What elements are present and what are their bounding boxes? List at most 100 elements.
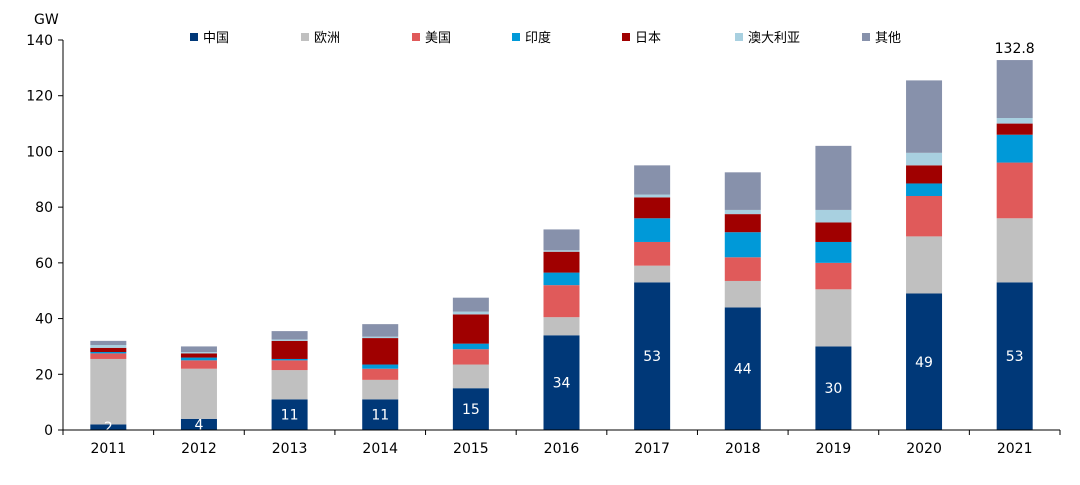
data-label: 15 bbox=[462, 402, 480, 418]
bar-segment bbox=[996, 134, 1033, 163]
bar-segment bbox=[815, 289, 852, 347]
total-label: 132.8 bbox=[995, 41, 1035, 57]
bar-segment bbox=[452, 388, 489, 430]
legend-label: 日本 bbox=[635, 31, 661, 46]
bar-segment bbox=[452, 349, 489, 365]
bar-segment bbox=[634, 194, 671, 198]
bar-segment bbox=[271, 358, 308, 361]
x-tick-label: 2014 bbox=[362, 441, 398, 457]
bar-segment bbox=[815, 222, 852, 242]
bar-segment bbox=[815, 241, 852, 263]
bar-segment bbox=[543, 250, 580, 252]
bar-segment bbox=[90, 345, 127, 348]
y-tick-label: 40 bbox=[35, 312, 53, 328]
bar-segment bbox=[180, 352, 217, 354]
bar-segment bbox=[180, 418, 217, 430]
bar-segment bbox=[906, 80, 943, 153]
bar-segment bbox=[906, 293, 943, 430]
bar-segment bbox=[906, 236, 943, 294]
legend: 中国 欧洲 美国 印度 日本 澳大利亚 其他 bbox=[190, 30, 901, 46]
legend-swatch bbox=[862, 33, 870, 41]
data-label: 30 bbox=[824, 381, 842, 397]
bar-segment bbox=[452, 297, 489, 312]
data-label: 53 bbox=[1006, 349, 1024, 365]
bar-segment bbox=[543, 251, 580, 273]
bar-segment bbox=[452, 364, 489, 389]
legend-label: 澳大利亚 bbox=[748, 30, 800, 46]
x-tick-label: 2018 bbox=[725, 441, 761, 457]
bar-segment bbox=[543, 229, 580, 251]
legend-swatch bbox=[622, 33, 630, 41]
bar-segment bbox=[271, 340, 308, 359]
bar-segment bbox=[362, 336, 399, 339]
y-tick-label: 100 bbox=[26, 144, 53, 160]
bar-segment bbox=[90, 358, 127, 425]
legend-swatch bbox=[735, 33, 743, 41]
bar-segment bbox=[543, 285, 580, 318]
bar-segment bbox=[90, 347, 127, 352]
bar-segment bbox=[634, 265, 671, 283]
legend-label: 欧洲 bbox=[314, 31, 340, 46]
bar-segment bbox=[452, 311, 489, 315]
x-tick-label: 2015 bbox=[453, 441, 489, 457]
bar-segment bbox=[996, 60, 1033, 118]
x-tick-label: 2017 bbox=[634, 441, 670, 457]
bar-segment bbox=[543, 335, 580, 430]
bar-segment bbox=[452, 314, 489, 344]
bar-segment bbox=[543, 317, 580, 336]
y-tick-label: 120 bbox=[26, 89, 53, 105]
bar-segment bbox=[996, 162, 1033, 219]
bar-segment bbox=[90, 340, 127, 346]
bar-segment bbox=[362, 399, 399, 430]
x-tick-label: 2012 bbox=[181, 441, 217, 457]
bar-segment bbox=[271, 370, 308, 400]
bar-segment bbox=[996, 218, 1033, 283]
legend-swatch bbox=[412, 33, 420, 41]
bar-segment bbox=[815, 262, 852, 290]
legend-label: 中国 bbox=[203, 31, 229, 46]
bar-segment bbox=[180, 360, 217, 369]
bar-segment bbox=[271, 399, 308, 430]
bar-segment bbox=[362, 379, 399, 400]
bar-segment bbox=[452, 343, 489, 350]
data-label: 49 bbox=[915, 355, 933, 371]
y-axis-ticks: 0 20 40 60 80 100 120 140 bbox=[26, 33, 63, 439]
data-label: 53 bbox=[643, 349, 661, 365]
bar-segment bbox=[180, 353, 217, 358]
y-tick-label: 60 bbox=[35, 256, 53, 272]
legend-label: 美国 bbox=[425, 31, 451, 46]
bars: 2 4 11 11 15 34 53 44 30 49 53 132.8 bbox=[90, 41, 1035, 436]
y-tick-label: 0 bbox=[44, 423, 53, 439]
x-tick-label: 2013 bbox=[272, 441, 308, 457]
legend-swatch bbox=[512, 33, 520, 41]
bar-segment bbox=[996, 118, 1033, 124]
y-axis-unit-label: GW bbox=[34, 12, 59, 28]
bar-segment bbox=[271, 331, 308, 340]
bar-segment bbox=[724, 214, 761, 233]
bar-segment bbox=[724, 307, 761, 430]
bar-segment bbox=[634, 241, 671, 266]
bar-segment bbox=[634, 282, 671, 430]
bar-segment bbox=[90, 352, 127, 354]
bar-segment bbox=[906, 152, 943, 166]
data-label: 44 bbox=[734, 362, 752, 378]
bar-segment bbox=[724, 209, 761, 215]
bar-segment bbox=[362, 324, 399, 337]
bar-segment bbox=[90, 353, 127, 359]
bar-segment bbox=[180, 368, 217, 419]
bar-segment bbox=[634, 218, 671, 242]
bar-segment bbox=[815, 145, 852, 210]
bar-segment bbox=[906, 183, 943, 196]
x-tick-label: 2020 bbox=[906, 441, 942, 457]
bar-segment bbox=[906, 165, 943, 184]
bar-segment bbox=[634, 197, 671, 219]
bar-segment bbox=[815, 209, 852, 223]
x-tick-label: 2019 bbox=[816, 441, 852, 457]
legend-swatch bbox=[190, 33, 198, 41]
y-tick-label: 80 bbox=[35, 200, 53, 216]
y-tick-label: 140 bbox=[26, 33, 53, 49]
bar-segment bbox=[724, 257, 761, 281]
bar-segment bbox=[180, 357, 217, 361]
bar-segment bbox=[724, 280, 761, 308]
